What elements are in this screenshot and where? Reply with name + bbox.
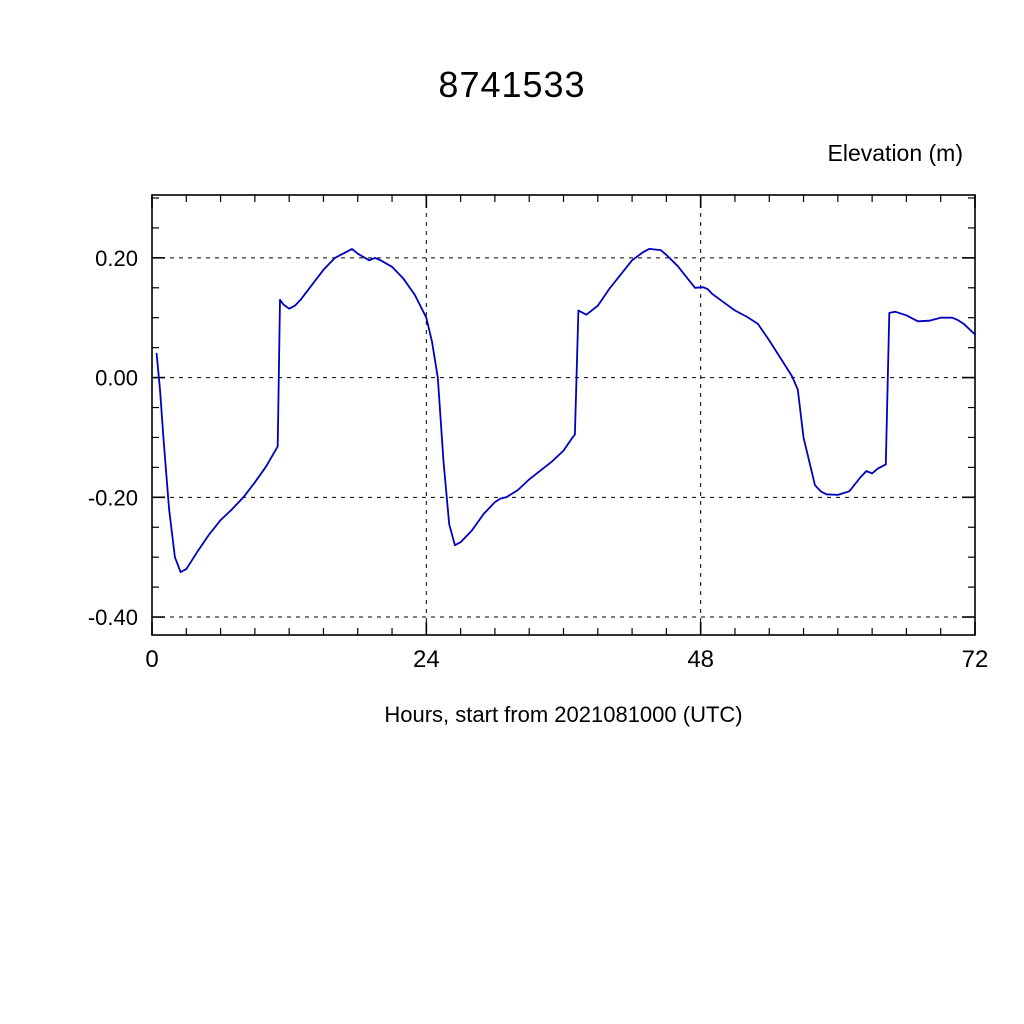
x-tick-label: 0 xyxy=(145,646,158,673)
y-axis-label: Elevation (m) xyxy=(827,140,963,166)
y-tick-label: -0.40 xyxy=(88,605,138,630)
elevation-series-line xyxy=(155,247,976,573)
y-tick-label: 0.00 xyxy=(95,366,138,391)
y-tick-label: 0.20 xyxy=(95,246,138,271)
x-tick-label: 24 xyxy=(413,646,440,673)
elevation-line-chart: 0 24 48 72 0.20 0.00 -0.20 -0.40 xyxy=(88,194,989,673)
chart-title: 8741533 xyxy=(438,64,586,105)
x-axis-label: Hours, start from 2021081000 (UTC) xyxy=(384,702,743,727)
y-tick-label: -0.20 xyxy=(88,485,138,510)
x-tick-label: 72 xyxy=(962,646,989,673)
x-tick-label: 48 xyxy=(687,646,714,673)
